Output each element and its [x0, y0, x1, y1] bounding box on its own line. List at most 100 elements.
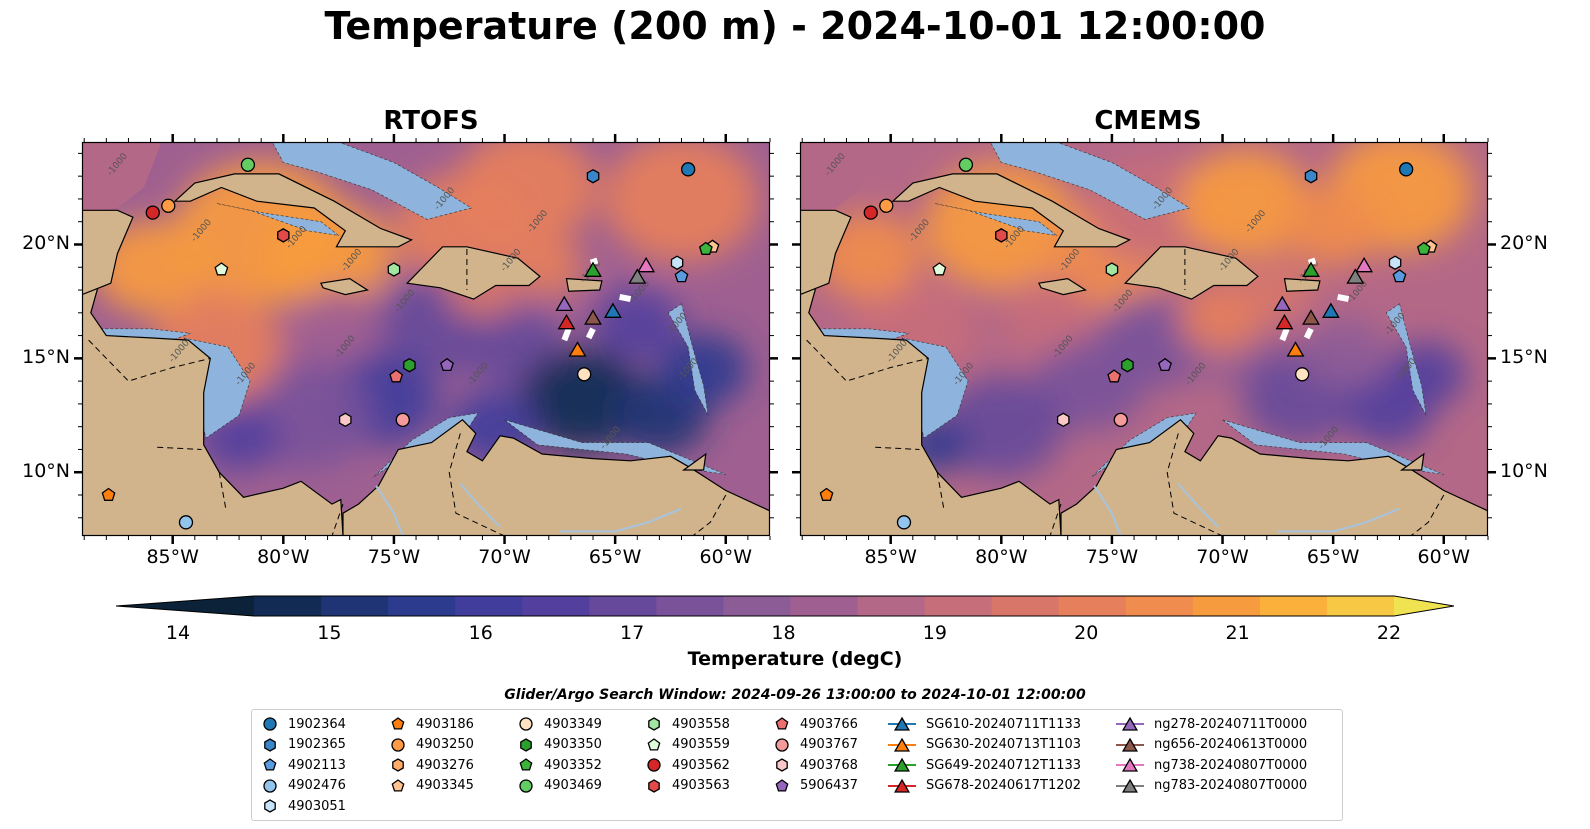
x-tick-label: 60°W	[699, 546, 752, 568]
glider-ng656	[1302, 309, 1320, 325]
legend-marker	[1121, 778, 1139, 793]
glider-ng278	[1273, 295, 1292, 312]
legend-label: 4903349	[544, 716, 602, 732]
legend-marker	[893, 778, 911, 793]
river	[1093, 485, 1122, 536]
colorbar-segment	[388, 596, 456, 616]
x-tick-label: 85°W	[146, 546, 199, 568]
legend-label: 4902113	[288, 757, 346, 773]
country-border	[218, 472, 227, 509]
argo-float-4902113	[674, 269, 689, 283]
argo-float-4903559	[214, 262, 229, 276]
legend-marker	[520, 737, 532, 752]
glider-ng783	[1346, 268, 1365, 284]
glider-track	[589, 257, 599, 266]
country-border	[1166, 433, 1223, 536]
land-centralA	[800, 279, 1062, 536]
legend-marker	[263, 758, 277, 771]
land-cuba	[891, 173, 1132, 248]
shelf-lesser	[667, 303, 709, 416]
x-tick-label: 70°W	[478, 546, 531, 568]
legend-marker	[263, 717, 277, 731]
argo-float-4903563	[277, 228, 290, 243]
legend-label: 4903250	[416, 737, 474, 752]
argo-float-4903349	[1295, 367, 1310, 382]
legend-label: 4903766	[800, 716, 858, 732]
argo-float-4903350	[403, 357, 416, 373]
legend-item: ng783-20240807T0000	[1116, 776, 1307, 796]
legend-label: 4903563	[672, 778, 730, 793]
colorbar-tick-label: 18	[771, 622, 796, 644]
colorbar-segment	[254, 596, 322, 616]
country-border	[1410, 494, 1445, 536]
glider-SG610	[603, 302, 622, 318]
argo-float-4903563	[995, 228, 1008, 243]
legend-label: 4903558	[672, 716, 730, 732]
argo-float-1902364	[1398, 162, 1414, 177]
legend-item: 4903766	[774, 714, 858, 734]
legend-label: SG678-20240617T1202	[926, 778, 1082, 793]
legend-marker-icon	[888, 757, 916, 772]
colorbar-segment	[321, 596, 389, 616]
legend-marker-icon	[519, 758, 533, 771]
glider-track	[585, 327, 596, 340]
legend-marker-icon	[392, 758, 404, 772]
legend-item: 5906437	[774, 776, 858, 796]
legend-item: 4903559	[646, 735, 730, 755]
legend-marker-icon	[1116, 737, 1144, 752]
colorbar-max-extension	[1394, 596, 1454, 616]
legend-item: ng278-20240711T0000	[1116, 714, 1307, 734]
country-border	[88, 339, 211, 382]
colorbar-segment	[1326, 596, 1395, 616]
legend-label: 4903350	[544, 737, 602, 752]
legend-marker-icon	[519, 717, 533, 731]
legend-label: 4903186	[416, 716, 474, 732]
argo-float-4902113	[1392, 269, 1407, 283]
river	[1177, 482, 1219, 528]
legend-item: 4903768	[774, 755, 858, 775]
y-tick-label: 10°N	[22, 460, 70, 483]
legend-label: ng783-20240807T0000	[1154, 778, 1308, 793]
legend-marker-icon	[391, 737, 405, 752]
x-tick-label: 75°W	[1085, 546, 1139, 568]
y-tick-label: 20°N	[1500, 232, 1548, 255]
land-hispaniola	[405, 246, 541, 300]
legend-item: 4903250	[390, 735, 474, 755]
river	[559, 507, 682, 533]
legend-marker	[893, 716, 911, 731]
legend-label: ng738-20240807T0000	[1154, 757, 1308, 773]
argo-float-4903186	[819, 487, 834, 501]
legend-label: 4903469	[544, 778, 602, 793]
y-tick-label: 10°N	[1500, 460, 1548, 483]
legend-item: SG630-20240713T1103	[888, 735, 1081, 755]
argo-float-4903349	[577, 367, 592, 382]
colorbar-segment	[790, 596, 859, 616]
glider-SG678	[1275, 313, 1294, 330]
glider-ng738	[1355, 256, 1374, 273]
legend-marker	[264, 799, 276, 813]
shelf-lesser	[1385, 303, 1427, 416]
land-trinidad	[681, 452, 707, 471]
legend-marker-icon	[264, 737, 276, 752]
glider-track	[619, 293, 632, 303]
legend-marker	[893, 757, 911, 772]
legend-marker	[391, 737, 405, 752]
argo-float-4903250	[879, 198, 894, 213]
country-border	[157, 446, 202, 450]
argo-float-4903768	[1056, 412, 1070, 428]
argo-float-4903352	[1416, 241, 1431, 255]
legend-marker-icon	[264, 799, 276, 813]
legend-label: 1902365	[288, 737, 346, 752]
country-border	[692, 494, 727, 536]
colorbar-segment	[589, 596, 657, 616]
colorbar-segment	[1192, 596, 1261, 616]
argo-float-4903562	[863, 205, 878, 220]
shelf-cubaS	[934, 203, 1058, 236]
legend-marker	[391, 778, 405, 792]
land-southAm	[1060, 419, 1488, 536]
shelf-bahamas	[989, 142, 1191, 220]
figure-title: Temperature (200 m) - 2024-10-01 12:00:0…	[324, 4, 1266, 48]
country-border	[936, 472, 945, 509]
glider-SG630	[1286, 341, 1305, 357]
legend-marker-icon	[888, 716, 916, 731]
